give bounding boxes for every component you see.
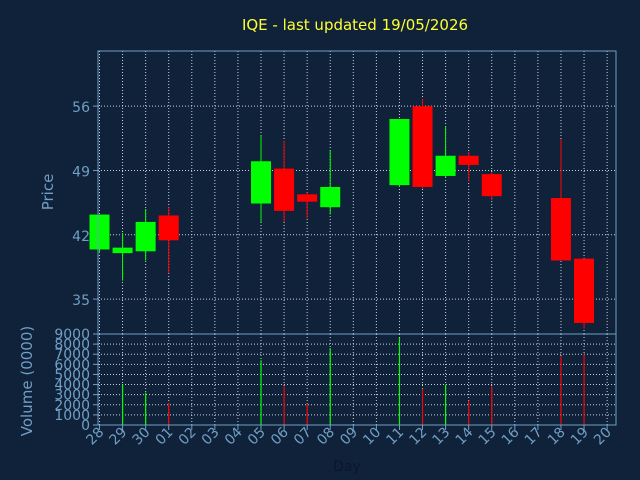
candle-body [112, 247, 133, 254]
x-tick-label: 05 [245, 425, 269, 449]
candle-body [135, 221, 156, 252]
volume-tick-label: 8000 [54, 337, 90, 353]
candle-body [158, 215, 179, 241]
candle-body [481, 174, 502, 197]
candle-11 [389, 118, 410, 187]
volume-tick-label: 1000 [54, 408, 90, 424]
candle-body [458, 155, 479, 165]
volume-tick-label: 9000 [54, 327, 90, 343]
candle-body [297, 194, 318, 202]
candle-13 [435, 126, 456, 178]
candle-body [412, 106, 433, 187]
x-tick-label: 13 [430, 425, 454, 449]
candle-body [251, 161, 272, 204]
candle-14 [458, 152, 479, 182]
volume-tick-label: 5000 [54, 367, 90, 383]
candle-06 [274, 141, 295, 222]
volume-axis-label: Volume (0000) [18, 326, 36, 436]
x-tick-label: 12 [406, 425, 430, 449]
candle-body [574, 258, 595, 323]
x-tick-label: 10 [360, 425, 384, 449]
price-tick-label: 49 [72, 164, 90, 180]
volume-tick-label: 7000 [54, 347, 90, 363]
candle-19 [574, 258, 595, 329]
price-tick-label: 42 [72, 229, 90, 245]
x-axis-label: Day [333, 459, 361, 475]
x-tick-label: 03 [199, 425, 223, 449]
volume-tick-label: 6000 [54, 357, 90, 373]
price-tick-label: 35 [72, 293, 90, 309]
candle-body [389, 118, 410, 186]
chart-title: IQE - last updated 19/05/2026 [242, 16, 468, 34]
price-panel: 35 42 49 56 [72, 50, 617, 335]
x-tick-label: 18 [545, 425, 569, 449]
volume-tick-label: 4000 [54, 378, 90, 394]
volume-tick-label: 3000 [54, 388, 90, 404]
candle-28 [89, 214, 110, 254]
volume-frame [97, 333, 617, 426]
volume-tick-label: 2000 [54, 398, 90, 414]
x-tick-label: 11 [383, 425, 407, 449]
x-tick-label: 09 [337, 425, 361, 449]
x-tick-label: 19 [568, 425, 592, 449]
candle-12 [412, 98, 433, 189]
candle-15 [481, 172, 502, 200]
x-tick-label: 29 [106, 425, 130, 449]
candle-05 [251, 135, 272, 222]
x-tick-label: 07 [291, 425, 315, 449]
x-tick-label: 17 [522, 425, 546, 449]
x-tick-label: 16 [499, 424, 523, 448]
candle-07 [297, 192, 318, 219]
x-tick-label: 08 [314, 425, 338, 449]
candle-08 [320, 150, 341, 215]
candle-body [89, 214, 110, 250]
x-tick-label: 01 [153, 425, 177, 449]
candle-01 [158, 207, 179, 274]
candle-29 [112, 232, 133, 281]
x-tick-label: 04 [222, 424, 246, 448]
x-tick-label: 06 [268, 424, 292, 448]
candle-body [435, 155, 456, 176]
candle-30 [135, 209, 156, 261]
x-tick-label: 20 [591, 425, 615, 449]
x-axis: 28 29 30 01 02 03 04 05 06 07 08 09 10 11 12 13 14 15 16 17… [83, 424, 615, 448]
x-tick-label: 14 [453, 424, 477, 448]
candle-body [550, 198, 571, 261]
volume-tick-label: 0 [81, 418, 90, 434]
x-tick-label: 30 [130, 425, 154, 449]
x-tick-label: 15 [476, 425, 500, 449]
x-tick-label: 02 [176, 425, 200, 449]
price-axis-label: Price [39, 174, 57, 211]
candle-body [320, 186, 341, 208]
candle-body [274, 168, 295, 211]
candle-18 [550, 139, 571, 261]
price-tick-label: 56 [72, 100, 90, 116]
